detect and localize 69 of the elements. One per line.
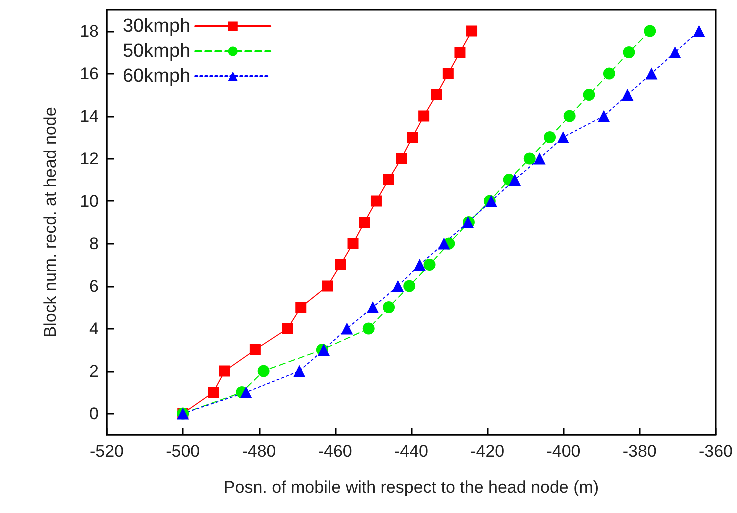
point (335, 260, 346, 270)
x-tick-label: -500 (166, 442, 200, 461)
point (294, 365, 306, 378)
point (296, 302, 307, 313)
point (370, 196, 382, 207)
point (509, 174, 522, 186)
point (431, 90, 442, 100)
point (442, 68, 454, 80)
point (603, 68, 616, 80)
point (598, 110, 610, 122)
y-tick-label: 0 (90, 404, 99, 424)
point (414, 259, 426, 271)
point (644, 25, 656, 38)
point (646, 68, 658, 80)
y-tick-label: 8 (90, 234, 99, 254)
legend-label: 60kmph (122, 66, 191, 87)
y-axis-title: Block num. recd. at head node (41, 107, 60, 338)
point (396, 153, 408, 164)
point (623, 46, 636, 58)
point (438, 238, 450, 250)
point (622, 89, 634, 101)
x-tick-label: -480 (242, 442, 276, 461)
y-tick-label: 18 (80, 22, 99, 41)
x-tick-label: -520 (90, 442, 124, 461)
y-tick-label: 4 (90, 319, 99, 338)
y-tick-label: 10 (80, 192, 99, 211)
x-tick-label: -400 (546, 442, 581, 461)
x-tick-label: -440 (394, 442, 429, 461)
point (424, 259, 436, 271)
point (693, 25, 706, 38)
point (454, 47, 466, 58)
y-tick-label: 16 (80, 64, 99, 84)
point (557, 132, 570, 144)
legend-label: 30kmph (122, 16, 191, 37)
point (524, 152, 536, 165)
point (407, 132, 418, 143)
x-tick-label: -380 (622, 442, 657, 461)
point (564, 110, 576, 122)
point (383, 302, 396, 314)
x-axis-title: Posn. of mobile with respect to the head node (m) (224, 478, 600, 497)
point (208, 387, 220, 398)
point (367, 302, 380, 314)
x-tick-label: -360 (698, 442, 734, 461)
x-tick-label: -460 (318, 442, 352, 461)
point (404, 280, 416, 292)
point (418, 110, 430, 122)
y-tick-label: 6 (90, 276, 99, 296)
point (383, 174, 394, 186)
point (362, 322, 375, 335)
point (240, 386, 252, 398)
point (544, 132, 556, 144)
point (258, 365, 270, 378)
point (348, 238, 359, 250)
legend-label: 50kmph (122, 41, 191, 62)
y-tick-label: 14 (80, 106, 99, 126)
point (466, 26, 478, 37)
point (341, 322, 354, 335)
point (250, 344, 261, 356)
point (359, 217, 370, 228)
point (583, 89, 596, 101)
point (534, 152, 546, 165)
x-tick-label: -420 (470, 442, 505, 461)
point (282, 323, 294, 334)
point (322, 280, 334, 292)
y-tick-label: 2 (90, 362, 99, 381)
point (219, 366, 230, 377)
y-tick-label: 12 (80, 149, 99, 168)
point (669, 46, 682, 58)
point (392, 280, 404, 292)
